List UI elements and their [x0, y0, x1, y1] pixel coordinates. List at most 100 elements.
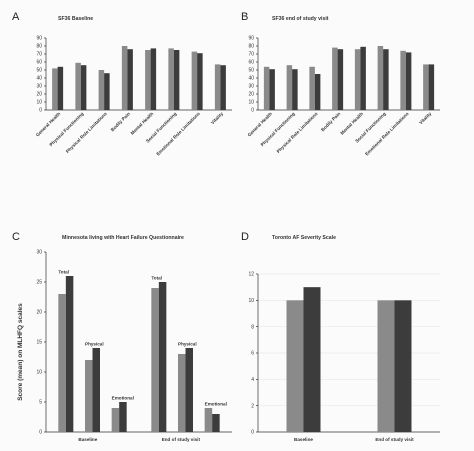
panel-a-bar — [52, 68, 58, 110]
panel-d-category-label: Baseline — [294, 437, 313, 442]
panel-b-bar — [383, 49, 389, 110]
panel-b-ytick-label: 60 — [248, 60, 254, 66]
panel-a-bar — [214, 64, 221, 110]
panel-c-y-axis-title: Score (mean) on MLHFQ scales — [17, 303, 24, 401]
panel-d-ytick-label: 12 — [248, 272, 254, 278]
panel-c-ytick-label: 30 — [36, 250, 42, 256]
panel-c-subgroup-label: Physical — [178, 342, 197, 347]
panel-a-ytick-label: 60 — [36, 60, 42, 66]
panel-a-category-label: Bodily Pain — [110, 111, 131, 132]
panel-b-bar — [400, 50, 406, 110]
panel-d-ytick-label: 4 — [251, 377, 254, 383]
panel-a-ytick-label: 70 — [36, 52, 42, 58]
panel-b-category-label: Mental Health — [339, 111, 364, 136]
panel-c-bar — [204, 408, 213, 432]
panel-d-ytick-label: 10 — [248, 298, 254, 304]
panel-d-ytick-label: 2 — [251, 403, 254, 409]
panel-c-bar — [65, 276, 74, 432]
panel-a-category-label: Emotional Role Limitations — [155, 111, 201, 157]
panel-b-category-label: Bodily Pain — [320, 111, 341, 132]
panel-a-category-label: Mental Health — [130, 111, 155, 136]
panel-b-bar — [377, 46, 384, 110]
panel-a-ytick-label: 30 — [36, 84, 42, 90]
panel-c-group-label: Baseline — [78, 437, 97, 442]
panel-b-bar — [269, 69, 275, 110]
panel-b-bar — [428, 64, 435, 110]
panel-b-bar — [309, 66, 315, 110]
panel-b-ytick-label: 0 — [251, 108, 254, 114]
panel-a-bar — [104, 73, 110, 110]
panel-c-ytick-label: 15 — [36, 340, 42, 346]
panel-b-ytick-label: 50 — [248, 68, 254, 74]
panel-a-ytick-label: 90 — [36, 36, 42, 42]
panel-a-bar — [220, 65, 226, 110]
panel-d-bar — [303, 287, 321, 432]
panel-c-ytick-label: 10 — [36, 370, 42, 376]
panel-d-bar — [377, 300, 395, 432]
panel-c-title: Minnesota living with Heart Failure Ques… — [62, 235, 184, 241]
panel-b-bar — [354, 49, 361, 110]
panel-c-subgroup-label: Emotional — [112, 396, 134, 401]
panel-c-bar — [185, 348, 193, 432]
panel-c-bar — [212, 414, 220, 432]
panel-c: C Minnesota living with Heart Failure Que… — [12, 231, 232, 442]
panel-a-bar — [75, 62, 81, 110]
panel-c-bar — [158, 282, 167, 432]
panel-b-bar — [423, 64, 429, 110]
panel-d-category-label: End of study visit — [375, 437, 414, 442]
panel-a-bar — [127, 49, 133, 110]
panel-b-bar — [332, 47, 338, 110]
panel-b: B SF36 end of study visit 0 10 20 30 40 50 60 70 8… — [241, 11, 440, 157]
panel-c-bar — [178, 354, 186, 432]
panel-b-bar — [405, 52, 412, 110]
panel-a-ytick-label: 20 — [36, 92, 42, 98]
panel-a-bar — [173, 50, 180, 110]
panel-d-title: Toronto AF Severity Scale — [272, 235, 336, 241]
panel-a-bar — [80, 65, 87, 110]
panel-b-category-label: Vitality — [418, 111, 432, 125]
panel-a-bar — [121, 46, 128, 110]
panel-a-ytick-label: 40 — [36, 76, 42, 82]
panel-c-ytick-label: 5 — [39, 400, 42, 406]
panel-b-bar — [360, 46, 366, 110]
panel-b-bar — [263, 66, 270, 110]
panel-c-subgroup-label: Total — [151, 276, 162, 281]
panel-b-title: SF36 end of study visit — [272, 16, 329, 22]
panel-c-bar — [111, 408, 120, 432]
panel-a-ytick-label: 0 — [39, 108, 42, 114]
panel-c-ytick-label: 25 — [36, 280, 42, 286]
panel-a-bar — [145, 50, 151, 110]
panel-d-bar — [286, 300, 304, 432]
panel-b-bar — [286, 65, 293, 110]
panel-a-bar — [57, 66, 64, 110]
panel-b-category-label: Physical Role Limitations — [276, 111, 319, 154]
panel-c-group-label: End of study visit — [162, 437, 201, 442]
panel-d-ytick-label: 0 — [251, 430, 254, 436]
panel-b-category-label: Emotional Role Limitations — [364, 111, 410, 157]
panel-c-bar — [151, 288, 159, 432]
panel-d: D Toronto AF Severity Scale 0 2 4 6 8 10 12 Basel… — [241, 231, 440, 442]
panel-b-ytick-label: 90 — [248, 36, 254, 42]
panel-c-subgroup-label: Emotional — [205, 402, 227, 407]
panel-c-ytick-label: 0 — [39, 430, 42, 436]
panel-c-ytick-label: 20 — [36, 310, 42, 316]
panel-c-bar — [92, 348, 100, 432]
panel-a-category-label: Vitality — [210, 111, 224, 125]
panel-c-bar — [58, 294, 66, 432]
panel-b-ytick-label: 80 — [248, 44, 254, 50]
panel-c-bar — [119, 402, 127, 432]
panel-a-bar — [168, 48, 174, 110]
panel-c-bar — [85, 360, 93, 432]
panel-b-ytick-label: 30 — [248, 84, 254, 90]
panel-a-ytick-label: 10 — [36, 100, 42, 106]
panel-b-ytick-label: 10 — [248, 100, 254, 106]
panel-a-bar — [197, 53, 203, 110]
panel-c-subgroup-label: Physical — [85, 342, 104, 347]
panel-c-subgroup-label: Total — [58, 270, 69, 275]
panel-a-category-label: Physical Role Limitations — [65, 111, 108, 154]
panel-a-title: SF36 Baseline — [58, 16, 93, 22]
panel-a-bar — [98, 70, 105, 110]
panel-d-bar — [394, 300, 412, 432]
